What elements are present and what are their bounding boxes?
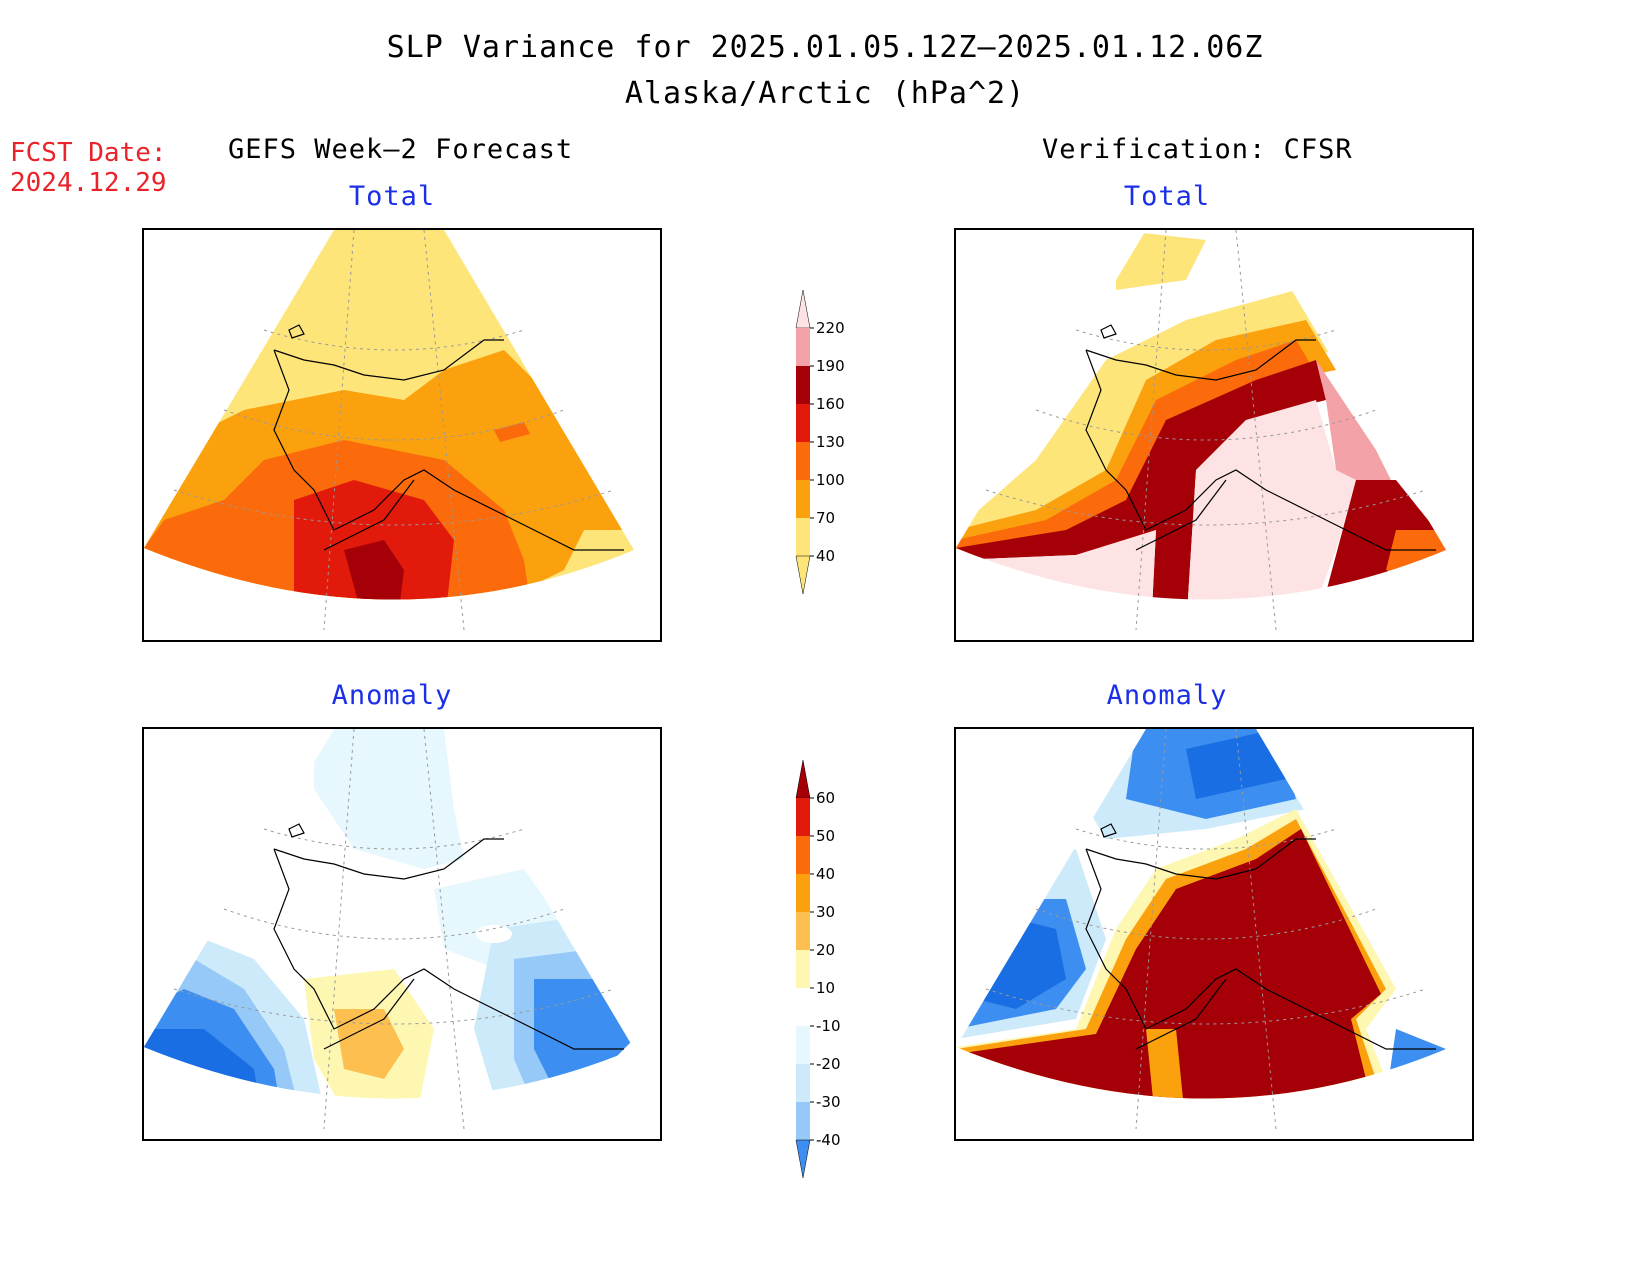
map-verification-total bbox=[954, 228, 1474, 642]
colorbar-total-tick-label: 70 bbox=[816, 509, 835, 527]
colorbar-anomaly-segment bbox=[796, 1064, 810, 1102]
panel-title-forecast-anomaly: Anomaly bbox=[331, 680, 453, 711]
colorbar-total-segment bbox=[796, 404, 810, 442]
contour-160-190 bbox=[344, 540, 404, 600]
colorbar-anomaly-tick-label: -10 bbox=[816, 1017, 841, 1035]
coastline bbox=[273, 324, 624, 551]
colorbar-total-tick-label: 130 bbox=[816, 433, 845, 451]
colorbar-total-tick-label: 160 bbox=[816, 395, 845, 413]
colorbar-anomaly-tick-label: 30 bbox=[816, 903, 835, 921]
colorbar-anomaly-tick-label: -20 bbox=[816, 1055, 841, 1073]
colorbar-anomaly-segment bbox=[796, 1026, 810, 1064]
contour-40-70-north bbox=[1116, 230, 1206, 290]
contour-20-30 bbox=[334, 1009, 404, 1079]
panel-title-verification-anomaly: Anomaly bbox=[1106, 680, 1228, 711]
map-forecast-anomaly bbox=[142, 727, 662, 1141]
colorbar-total-segment bbox=[796, 366, 810, 404]
colorbar-anomaly-tick-label: 50 bbox=[816, 827, 835, 845]
map-forecast-total bbox=[142, 228, 662, 642]
colorbar-anomaly-segment bbox=[796, 836, 810, 874]
contour-160-190 bbox=[956, 360, 1326, 600]
colorbar-anomaly-segment bbox=[796, 950, 810, 988]
contour-60-plus bbox=[956, 829, 1381, 1099]
coastline bbox=[1085, 324, 1436, 551]
figure-title: SLP Variance for 2025.01.05.12Z–2025.01.… bbox=[386, 30, 1264, 65]
colorbar-total-segment bbox=[796, 518, 810, 556]
colorbar-total-tick-label: 220 bbox=[816, 319, 845, 337]
colorbar-anomaly-tick-label: 20 bbox=[816, 941, 835, 959]
colorbar-total-segment bbox=[796, 480, 810, 518]
contour-220-plus-center bbox=[1186, 400, 1356, 600]
colorbar-anomaly-segment bbox=[795, 759, 811, 799]
colorbar-total-segment bbox=[796, 328, 810, 366]
colorbar-anomaly-segment bbox=[796, 912, 810, 950]
coastline bbox=[1085, 823, 1436, 1050]
colorbar-anomaly-segment bbox=[796, 988, 810, 1026]
colorbar-total-tick-label: 100 bbox=[816, 471, 845, 489]
map-verification-anomaly bbox=[954, 727, 1474, 1141]
panel-title-verification-total: Total bbox=[1123, 181, 1211, 212]
colorbar-total-segment bbox=[796, 442, 810, 480]
colorbar-anomaly-tick-label: -40 bbox=[816, 1131, 841, 1149]
contour-220-plus-sw bbox=[956, 530, 1156, 600]
colorbar-anomaly-segment bbox=[796, 874, 810, 912]
colorbar-anomaly-segment bbox=[796, 798, 810, 836]
coastline bbox=[273, 823, 624, 1050]
colorbar-anomaly-tick-label: 10 bbox=[816, 979, 835, 997]
colorbar-anomaly-segment bbox=[796, 1102, 810, 1140]
panel-title-forecast-total: Total bbox=[348, 181, 436, 212]
contour-small-cell bbox=[494, 422, 530, 442]
column-heading-verification: Verification: CFSR bbox=[1042, 134, 1353, 165]
colorbar-total: 220 190 160 130 100 70 40 bbox=[795, 289, 845, 595]
colorbar-anomaly-tick-label: 40 bbox=[816, 865, 835, 883]
colorbar-anomaly-tick-label: 60 bbox=[816, 789, 835, 807]
graticule bbox=[173, 230, 615, 631]
forecast-date-value: 2024.12.29 bbox=[10, 168, 167, 198]
forecast-date-block: FCST Date: 2024.12.29 bbox=[10, 138, 167, 198]
colorbar-anomaly-segment bbox=[795, 1139, 811, 1179]
colorbar-total-tick-label: 190 bbox=[816, 357, 845, 375]
contour-190-220 bbox=[1316, 360, 1396, 490]
colorbar-anomaly-tick-label: -30 bbox=[816, 1093, 841, 1111]
colorbar-anomaly: 60 50 40 30 20 10 -10 -20 -30 -40 bbox=[795, 759, 841, 1179]
colorbar-total-segment bbox=[795, 555, 811, 595]
colorbar-total-tick-label: 40 bbox=[816, 547, 835, 565]
figure-subtitle: Alaska/Arctic (hPa^2) bbox=[624, 76, 1026, 111]
colorbar-total-segment bbox=[795, 289, 811, 329]
column-heading-gefs: GEFS Week–2 Forecast bbox=[228, 134, 574, 165]
forecast-date-label: FCST Date: bbox=[10, 138, 167, 168]
